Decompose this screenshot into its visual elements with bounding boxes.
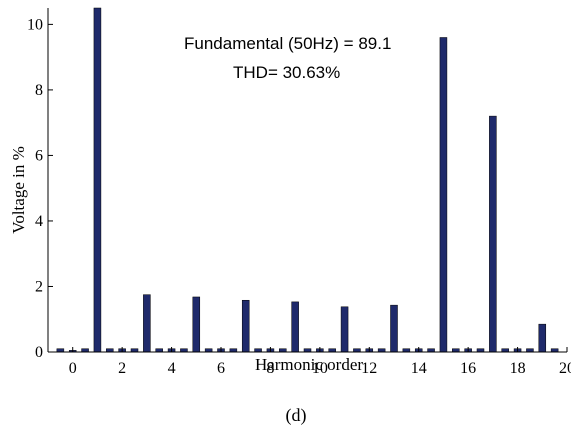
bar-h7 <box>241 299 250 353</box>
bar-h15 <box>439 37 448 353</box>
x-tick-label: 12 <box>361 360 377 377</box>
bar-h11 <box>340 306 349 353</box>
x-tick-label: 18 <box>510 360 526 377</box>
annotation-fundamental: Fundamental (50Hz) = 89.1 <box>184 34 391 53</box>
x-tick-label: 0 <box>69 360 77 377</box>
bar-h13 <box>390 304 398 353</box>
x-tick-label: 10 <box>312 360 328 377</box>
x-tick-label: 14 <box>411 360 427 377</box>
bar-h17 <box>489 115 497 353</box>
x-tick-label: 2 <box>118 360 126 377</box>
bar-h9 <box>291 301 299 353</box>
annotation-thd: THD= 30.63% <box>233 63 340 82</box>
y-tick-label: 2 <box>35 279 43 296</box>
x-tick-label: 6 <box>217 360 225 377</box>
x-tick-label: 8 <box>266 360 274 377</box>
bars <box>56 7 559 353</box>
figure-caption: (d) <box>286 405 307 426</box>
y-tick-label: 4 <box>35 213 43 230</box>
x-tick-label: 4 <box>168 360 176 377</box>
y-axis-title: Voltage in % <box>9 146 28 234</box>
bar-h19 <box>538 323 547 353</box>
y-tick-label: 8 <box>35 82 43 99</box>
bar-h3 <box>143 294 151 353</box>
x-tick-label: 16 <box>460 360 476 377</box>
bar-h5 <box>192 296 201 353</box>
y-tick-label: 6 <box>35 147 43 164</box>
x-axis-title: Harmonic order <box>255 355 363 374</box>
y-tick-label: 0 <box>35 344 43 361</box>
bar-h1 <box>93 7 102 353</box>
x-tick-label: 20 <box>559 360 571 377</box>
y-tick-label: 10 <box>27 16 43 33</box>
